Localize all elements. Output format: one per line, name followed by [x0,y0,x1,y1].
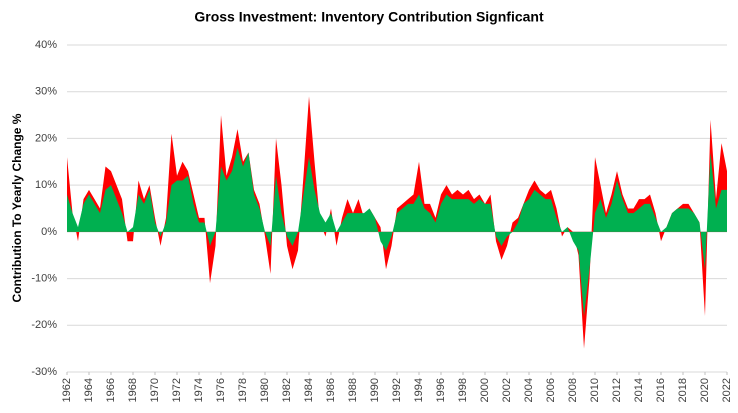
x-tick-label: 2008 [567,378,579,402]
y-tick-label: 10% [35,179,57,191]
x-tick-label: 1970 [149,378,161,402]
x-tick-label: 1964 [83,378,95,402]
x-tick-label: 1998 [457,378,469,402]
y-tick-label: -30% [31,366,57,378]
y-tick-label: -20% [31,319,57,331]
x-tick-label: 2002 [501,378,513,402]
x-tick-label: 2016 [655,378,667,402]
x-tick-label: 1994 [413,378,425,402]
y-tick-label: 30% [35,86,57,98]
y-tick-label: 0% [41,226,57,238]
x-tick-label: 1984 [303,378,315,402]
y-tick-label: -10% [31,272,57,284]
y-tick-label: 20% [35,132,57,144]
x-tick-label: 1988 [347,378,359,402]
x-tick-label: 2022 [721,378,733,402]
x-tick-label: 1990 [369,378,381,402]
x-tick-label: 2000 [479,378,491,402]
x-tick-label: 1986 [325,378,337,402]
x-tick-label: 1962 [61,378,73,402]
x-tick-label: 1978 [237,378,249,402]
area [67,147,727,316]
y-tick-label: 40% [35,39,57,51]
x-tick-label: 2014 [633,378,645,402]
x-tick-label: 1982 [281,378,293,402]
x-tick-label: 1980 [259,378,271,402]
chart-title: Gross Investment: Inventory Contribution… [194,9,544,25]
x-tick-label: 2004 [523,378,535,402]
x-tick-label: 2020 [699,378,711,402]
x-tick-label: 1976 [215,378,227,402]
x-tick-label: 2006 [545,378,557,402]
x-tick-label: 1974 [193,378,205,402]
y-axis-label: Contribution To Yearly Change % [10,113,24,302]
x-tick-label: 1972 [171,378,183,402]
x-tick-label: 1992 [391,378,403,402]
x-tick-label: 1996 [435,378,447,402]
x-tick-label: 2012 [611,378,623,402]
x-tick-label: 1966 [105,378,117,402]
x-tick-label: 1968 [127,378,139,402]
x-tick-label: 2018 [677,378,689,402]
x-tick-label: 2010 [589,378,601,402]
